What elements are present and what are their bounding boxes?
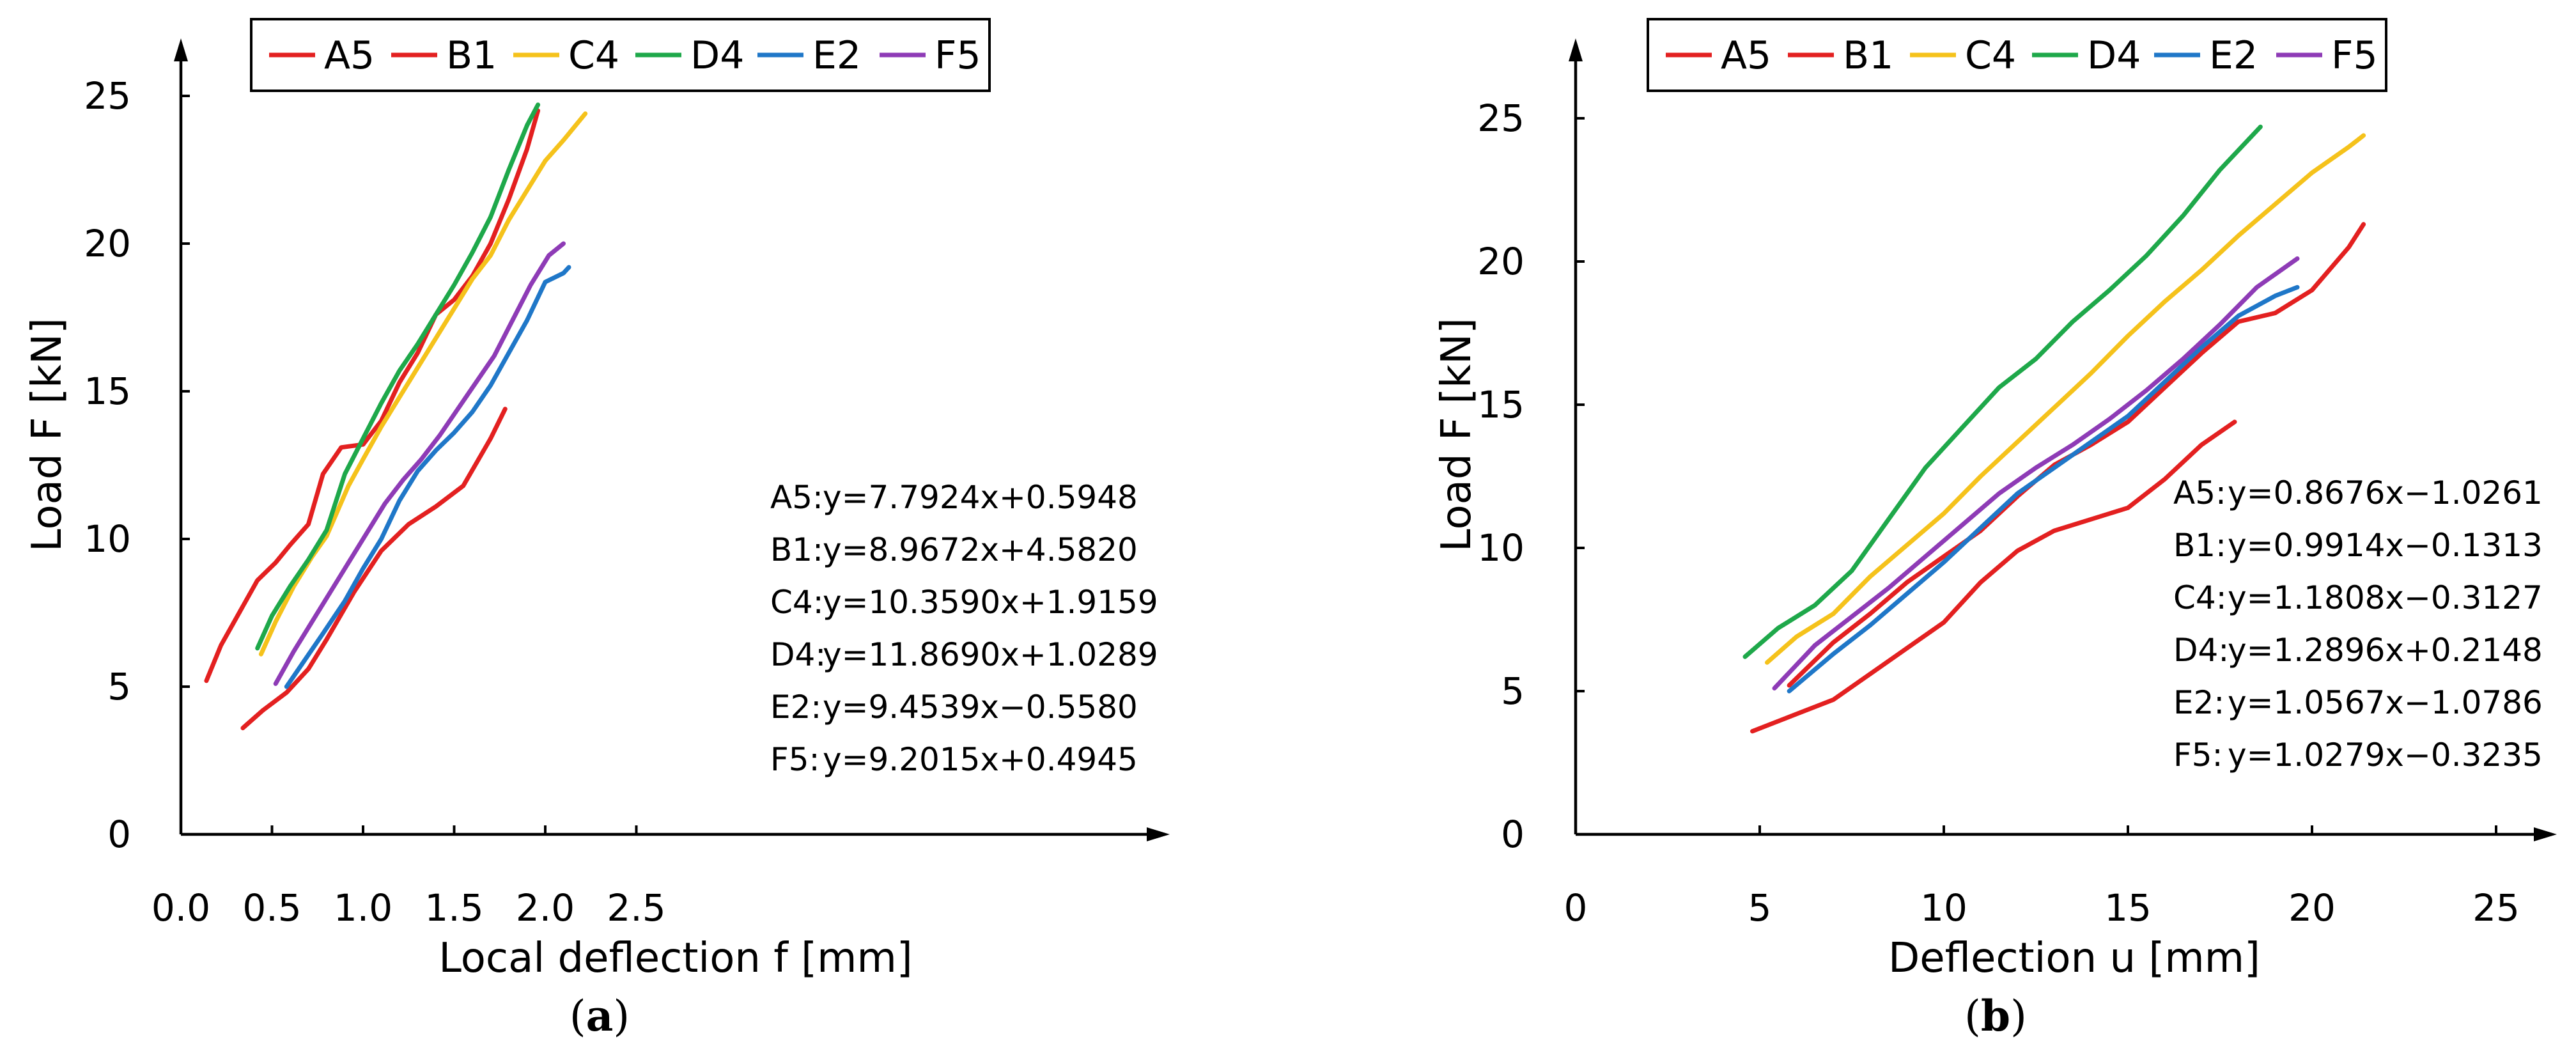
y-axis-arrow <box>174 38 188 61</box>
x-tick-label: 15 <box>2104 886 2152 930</box>
y-tick-label: 15 <box>84 370 131 413</box>
x-tick-label: 2.0 <box>516 886 575 930</box>
equation-label: A5: <box>2173 474 2226 511</box>
series-line-c4 <box>1765 133 2366 665</box>
x-tick-label: 0.5 <box>242 886 301 930</box>
equation-label: D4: <box>770 636 826 673</box>
equation-text: y=0.9914x−0.1313 <box>2228 527 2543 564</box>
series-line-b1 <box>1787 222 2366 688</box>
series-line-a5 <box>240 407 508 731</box>
x-tick-label: 5 <box>1748 886 1772 930</box>
equation-label: B1: <box>2173 527 2226 564</box>
legend-label-a5: A5 <box>1721 33 1771 78</box>
y-axis-title: Load F [kN] <box>1433 318 1480 552</box>
legend <box>1647 18 2387 92</box>
equation-label: F5: <box>770 741 819 778</box>
legend <box>250 18 991 92</box>
legend-label-c4: C4 <box>568 33 619 78</box>
series-line-f5 <box>1772 256 2300 690</box>
x-axis-arrow <box>1147 827 1170 841</box>
x-axis-title: Deflection u [mm] <box>1888 935 2260 982</box>
equation-text: y=9.4539x−0.5580 <box>823 689 1138 726</box>
x-tick-label: 0.0 <box>151 886 210 930</box>
y-tick-label: 20 <box>84 222 131 265</box>
y-tick-label: 25 <box>1477 97 1525 140</box>
equation-label: D4: <box>2173 632 2229 669</box>
x-tick-label: 1.0 <box>334 886 392 930</box>
chart-panel-b: 0 5 10 15 20 25 0 5 10 15 20 25 Deflection u [mm] Loa… <box>1433 18 2557 1041</box>
equation-text: y=11.8690x+1.0289 <box>823 636 1158 673</box>
legend-label-f5: F5 <box>2331 33 2378 78</box>
equation-text: y=1.0279x−0.3235 <box>2228 737 2543 774</box>
series-line-f5 <box>273 241 566 686</box>
x-tick-label: 0 <box>1564 886 1588 930</box>
y-tick-label: 0 <box>107 813 131 856</box>
equation-text: y=1.2896x+0.2148 <box>2228 632 2543 669</box>
equation-label: A5: <box>770 479 823 516</box>
legend-label-a5: A5 <box>324 33 375 78</box>
equation-text: y=10.3590x+1.9159 <box>823 584 1158 621</box>
x-tick-label: 10 <box>1920 886 1967 930</box>
legend-label-b1: B1 <box>1843 33 1893 78</box>
y-axis-title: Load F [kN] <box>24 318 71 552</box>
y-tick-label: 20 <box>1477 240 1525 283</box>
equation-text: y=9.2015x+0.4945 <box>823 741 1138 778</box>
x-tick-label: 20 <box>2288 886 2336 930</box>
x-tick-label: 1.5 <box>424 886 483 930</box>
y-tick-label: 5 <box>1501 669 1525 713</box>
y-tick-label: 15 <box>1477 383 1525 426</box>
series-line-b1 <box>204 108 541 683</box>
equation-label: C4: <box>2173 579 2227 616</box>
x-axis-title: Local deflection f [mm] <box>438 935 913 982</box>
equation-label: F5: <box>2173 737 2223 774</box>
equation-label: B1: <box>770 531 823 568</box>
y-tick-label: 0 <box>1501 813 1525 856</box>
equation-text: y=8.9672x+4.5820 <box>823 531 1138 568</box>
x-axis-arrow <box>2534 827 2557 841</box>
equation-label: C4: <box>770 584 824 621</box>
equation-text: y=1.0567x−1.0786 <box>2228 684 2543 721</box>
equation-label: E2: <box>770 689 821 726</box>
panel-label: (a) <box>570 991 630 1041</box>
legend-label-d4: D4 <box>690 33 744 78</box>
equation-text: y=0.8676x−1.0261 <box>2228 474 2543 511</box>
series-line-d4 <box>1742 124 2263 659</box>
equation-text: y=7.7924x+0.5948 <box>823 479 1138 516</box>
series-line-e2 <box>1787 285 2300 694</box>
series-line-e2 <box>284 265 571 689</box>
y-tick-label: 10 <box>1477 526 1525 570</box>
legend-label-f5: F5 <box>935 33 981 78</box>
x-tick-label: 25 <box>2472 886 2520 930</box>
legend-label-c4: C4 <box>1965 33 2016 78</box>
x-tick-label: 2.5 <box>607 886 665 930</box>
y-tick-label: 25 <box>84 74 131 118</box>
legend-label-e2: E2 <box>812 33 861 78</box>
equation-text: y=1.1808x−0.3127 <box>2228 579 2543 616</box>
y-tick-label: 10 <box>84 517 131 561</box>
y-axis-arrow <box>1569 38 1583 61</box>
equation-label: E2: <box>2173 684 2224 721</box>
series-line-c4 <box>258 111 588 657</box>
series-line-a5 <box>1750 419 2237 734</box>
panel-label: (b) <box>1964 991 2027 1041</box>
legend-label-e2: E2 <box>2209 33 2258 78</box>
legend-label-d4: D4 <box>2087 33 2141 78</box>
series-line-d4 <box>255 102 541 651</box>
legend-label-b1: B1 <box>446 33 497 78</box>
chart-panel-a: 0.0 0.5 1.0 1.5 2.0 2.5 0 5 10 15 20 25 Local deflec… <box>24 18 1170 1041</box>
y-tick-label: 5 <box>107 665 131 708</box>
